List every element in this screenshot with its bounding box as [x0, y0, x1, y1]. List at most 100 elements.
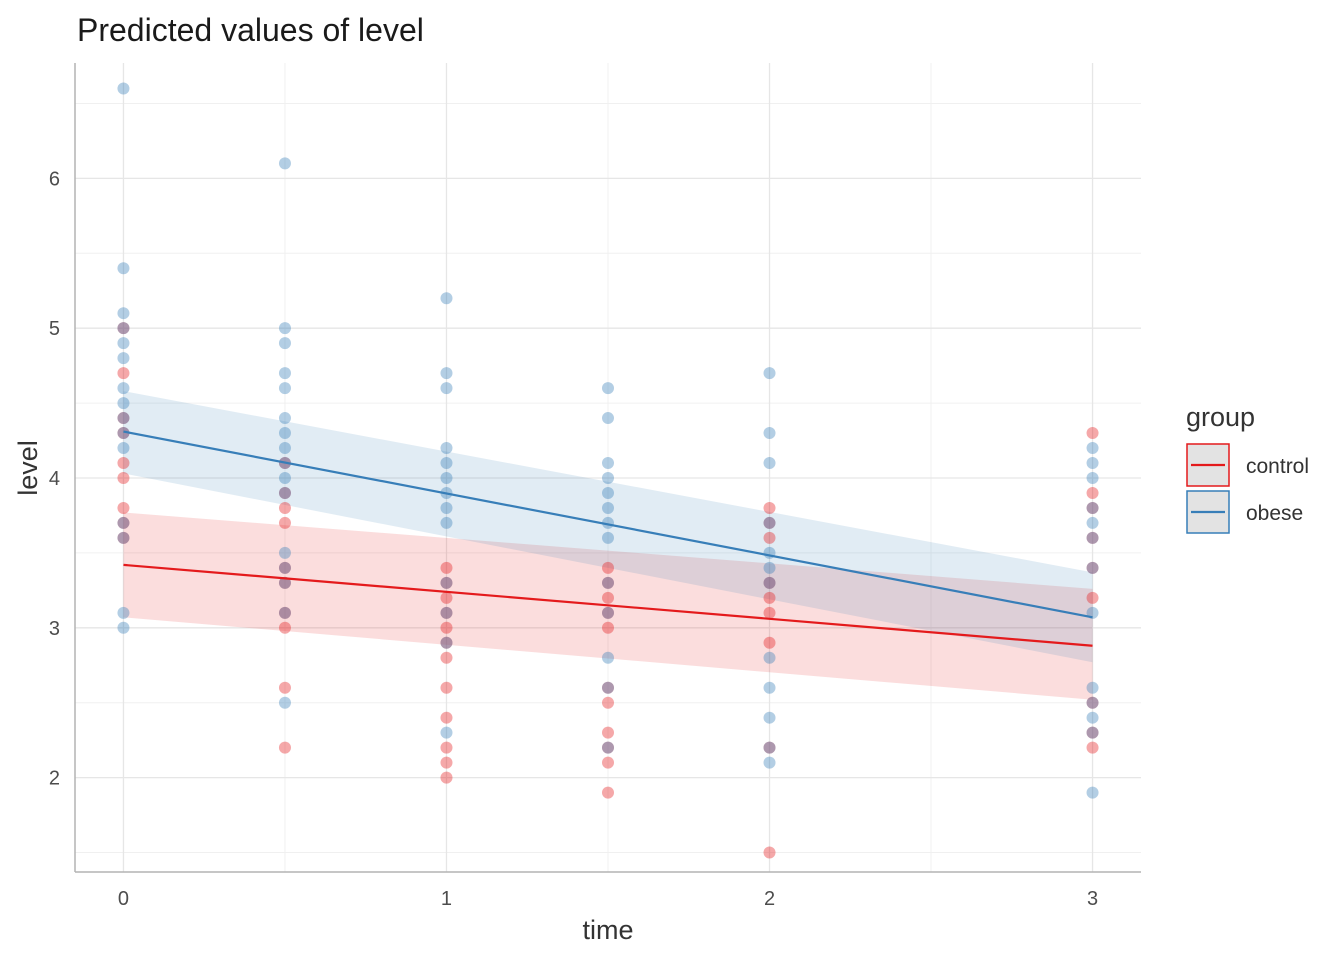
data-point-control — [278, 606, 291, 619]
data-point-control — [763, 606, 776, 619]
data-point-obese — [1086, 442, 1099, 455]
data-point-control — [278, 576, 291, 589]
data-point-control — [1086, 501, 1099, 514]
data-point-control — [602, 621, 614, 634]
data-point-obese — [117, 262, 130, 275]
data-point-obese — [440, 442, 453, 455]
data-point-obese — [278, 606, 291, 619]
data-point-control — [278, 501, 291, 514]
data-point-obese — [117, 531, 130, 544]
data-point-obese — [278, 382, 291, 395]
data-point-obese — [763, 711, 776, 724]
data-point-control — [1086, 561, 1099, 574]
data-point-control — [440, 591, 453, 604]
data-point-obese — [278, 696, 291, 709]
data-point-control — [602, 696, 614, 709]
data-point-obese — [117, 516, 130, 529]
data-point-control — [763, 531, 776, 544]
data-point-obese — [278, 576, 291, 589]
data-point-obese — [763, 681, 776, 694]
data-point-control — [602, 561, 614, 574]
data-point-control — [117, 412, 130, 425]
minor-gridlines — [75, 63, 1141, 872]
legend-item-control: control — [1186, 443, 1309, 487]
data-point-obese — [117, 337, 130, 350]
data-point-obese — [763, 367, 776, 380]
data-point-obese — [440, 367, 453, 380]
data-point-control — [440, 561, 453, 574]
data-point-obese — [440, 606, 453, 619]
data-point-control — [117, 501, 130, 514]
data-point-obese — [278, 412, 291, 425]
data-point-obese — [763, 756, 776, 769]
data-point-obese — [278, 337, 291, 350]
data-point-obese — [117, 82, 130, 95]
data-point-obese — [763, 651, 776, 664]
data-point-control — [602, 756, 614, 769]
data-point-obese — [1086, 681, 1099, 694]
y-tick-label: 5 — [49, 318, 60, 340]
data-point-obese — [117, 322, 130, 335]
data-point-control — [117, 427, 130, 440]
data-points — [117, 82, 1099, 859]
data-point-obese — [117, 382, 130, 395]
data-point-obese — [1086, 696, 1099, 709]
data-point-control — [763, 576, 776, 589]
data-point-control — [602, 741, 614, 754]
y-axis-title: level — [13, 440, 43, 496]
data-point-control — [763, 636, 776, 649]
data-point-obese — [602, 741, 614, 754]
data-point-control — [440, 771, 453, 784]
data-point-obese — [440, 576, 453, 589]
legend-label-obese: obese — [1246, 502, 1303, 525]
data-point-obese — [763, 516, 776, 529]
data-point-obese — [1086, 531, 1099, 544]
data-point-control — [278, 486, 291, 499]
data-point-control — [602, 606, 614, 619]
data-point-control — [278, 681, 291, 694]
data-point-control — [440, 621, 453, 634]
data-point-obese — [117, 621, 130, 634]
data-point-obese — [602, 531, 614, 544]
data-point-control — [1086, 531, 1099, 544]
data-point-obese — [278, 546, 291, 559]
x-tick-label: 3 — [1087, 888, 1098, 910]
data-point-obese — [117, 412, 130, 425]
data-point-control — [440, 636, 453, 649]
data-point-obese — [1086, 501, 1099, 514]
data-point-control — [1086, 486, 1099, 499]
legend-item-obese: obese — [1186, 490, 1303, 534]
y-tick-label: 6 — [49, 168, 60, 190]
y-tick-label: 3 — [49, 618, 60, 640]
legend: group control obese — [1186, 402, 1309, 534]
data-point-obese — [602, 486, 614, 499]
data-point-obese — [278, 486, 291, 499]
data-point-control — [763, 741, 776, 754]
y-tick-label: 2 — [49, 768, 60, 790]
data-point-control — [763, 501, 776, 514]
data-point-obese — [117, 397, 130, 410]
data-point-control — [440, 756, 453, 769]
data-point-obese — [117, 307, 130, 320]
data-point-obese — [278, 442, 291, 455]
data-point-obese — [440, 501, 453, 514]
data-point-obese — [763, 427, 776, 440]
data-point-control — [278, 516, 291, 529]
data-point-control — [117, 471, 130, 484]
data-point-obese — [440, 457, 453, 470]
data-point-obese — [1086, 711, 1099, 724]
data-point-obese — [1086, 786, 1099, 799]
data-point-control — [440, 681, 453, 694]
data-point-control — [278, 621, 291, 634]
data-point-obese — [763, 457, 776, 470]
legend-label-control: control — [1246, 455, 1309, 478]
major-gridlines — [75, 63, 1141, 872]
data-point-obese — [602, 382, 614, 395]
data-point-control — [1086, 427, 1099, 440]
data-point-obese — [1086, 457, 1099, 470]
data-point-obese — [117, 442, 130, 455]
confidence-band-obese — [123, 391, 1093, 663]
data-point-obese — [117, 427, 130, 440]
data-point-obese — [1086, 471, 1099, 484]
data-point-obese — [763, 561, 776, 574]
